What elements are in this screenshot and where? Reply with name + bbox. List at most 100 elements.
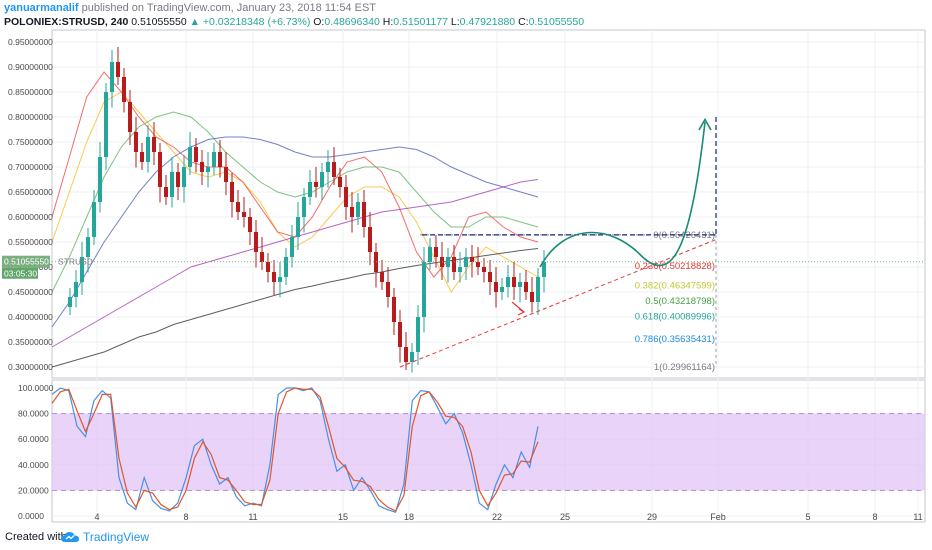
candle-body — [476, 262, 480, 267]
candle-body — [512, 277, 516, 287]
x-tick-label: 8 — [183, 512, 188, 522]
candle-body — [212, 152, 216, 167]
candle-body — [122, 77, 126, 102]
candle-body — [98, 157, 102, 202]
y-tick-label: 0.85000000 — [8, 87, 53, 97]
candle-body — [194, 147, 198, 162]
candle-body — [428, 247, 432, 262]
x-tick-label: 18 — [404, 512, 414, 522]
candle-body — [230, 182, 234, 202]
moving-average-line — [51, 91, 539, 293]
price-pane-frame — [51, 29, 926, 379]
candle-body — [80, 257, 84, 282]
candle-body — [452, 257, 456, 272]
candle-body — [290, 237, 294, 257]
candle-body — [506, 277, 510, 287]
candle-body — [380, 272, 384, 282]
projection-path — [539, 121, 706, 268]
fib-level-label: 0.786(0.35635431) — [635, 334, 715, 345]
candle-body — [296, 217, 300, 237]
price-change: ▲ +0.03218348 (+6.73%) — [189, 16, 311, 28]
candle-body — [170, 172, 174, 197]
candle-body — [236, 202, 240, 212]
candle-body — [422, 262, 426, 317]
fib-level-label: 0.618(0.40089996) — [635, 312, 715, 323]
candle-body — [176, 172, 180, 187]
candle-body — [530, 292, 534, 302]
candle-body — [86, 237, 90, 257]
x-tick-label: 5 — [805, 512, 810, 522]
candle-body — [350, 207, 354, 217]
candle-body — [326, 162, 330, 172]
symbol-tag-text: STRUSD — [58, 257, 93, 267]
moving-average-line — [51, 136, 539, 328]
candle-body — [158, 152, 162, 187]
moving-averages — [51, 71, 539, 368]
chart-header: yanuarmanalif published on TradingView.c… — [0, 0, 932, 30]
y-tick-label: 0.45000000 — [8, 287, 53, 297]
stochastic-line — [51, 387, 539, 512]
candle-body — [152, 137, 156, 152]
candle-body — [410, 352, 414, 362]
candle-body — [200, 162, 204, 172]
y-tick-label: 0.65000000 — [8, 187, 53, 197]
symbol-label[interactable]: POLONIEX:STRUSD, 240 — [4, 16, 129, 28]
candle-body — [482, 267, 486, 272]
x-tick-label: 4 — [94, 512, 99, 522]
candle-body — [470, 257, 474, 262]
candle-body — [536, 277, 540, 302]
stoch-tick-label: 60.0000 — [18, 434, 49, 444]
candle-body — [128, 102, 132, 132]
fibonacci-retracement[interactable]: 0(0.56426431)0.236(0.50218828)0.382(0.46… — [420, 230, 717, 373]
candle-body — [524, 282, 528, 292]
y-tick-label: 0.80000000 — [8, 112, 53, 122]
candle-body — [314, 182, 318, 187]
last-price-tag-text: 0.51055550 — [4, 257, 49, 267]
stoch-tick-label: 0.0000 — [18, 511, 44, 521]
high-label: H: — [382, 16, 394, 28]
y-tick-label: 0.60000000 — [8, 212, 53, 222]
candle-body — [116, 62, 120, 77]
candle-body — [302, 197, 306, 217]
stoch-tick-label: 20.0000 — [18, 485, 49, 495]
candle-body — [68, 297, 72, 307]
x-tick-label: 22 — [492, 512, 502, 522]
candles — [68, 47, 546, 373]
drawings[interactable] — [399, 117, 717, 368]
candle-body — [110, 62, 114, 92]
fib-level-label: 0.5(0.43218798) — [645, 296, 715, 307]
fib-level-label: 1(0.29961164) — [654, 362, 715, 373]
author-link[interactable]: yanuarmanalif — [4, 2, 79, 14]
candle-body — [284, 257, 288, 277]
candle-body — [488, 272, 492, 282]
x-tick-label: 8 — [872, 512, 877, 522]
candle-body — [218, 152, 222, 167]
footer: Created with TradingView — [0, 524, 932, 550]
y-tick-label: 0.90000000 — [8, 62, 53, 72]
x-tick-label: 29 — [647, 512, 657, 522]
candle-body — [494, 282, 498, 292]
candle-body — [164, 187, 168, 197]
projection-arrow-head — [698, 117, 712, 131]
y-tick-label: 0.95000000 — [8, 37, 53, 47]
open-value: 0.48696340 — [324, 16, 380, 28]
cloud-icon — [61, 532, 79, 542]
y-tick-label: 0.35000000 — [8, 337, 53, 347]
candle-body — [518, 282, 522, 287]
stoch-tick-label: 80.0000 — [18, 409, 49, 419]
candle-body — [254, 232, 258, 252]
low-value: 0.47921880 — [459, 16, 516, 28]
candle-body — [308, 182, 312, 197]
candle-body — [368, 227, 372, 252]
y-tick-label: 0.70000000 — [8, 162, 53, 172]
tradingview-logo[interactable]: TradingView — [60, 529, 149, 545]
candle-body — [356, 202, 360, 217]
publish-line: yanuarmanalif published on TradingView.c… — [4, 2, 376, 14]
created-with-text: Created with — [5, 531, 67, 543]
candle-body — [434, 247, 438, 257]
close-value: 0.51055550 — [528, 16, 585, 28]
candle-body — [104, 92, 108, 157]
x-tick-label: 11 — [913, 512, 922, 522]
support-trendline — [399, 239, 717, 368]
